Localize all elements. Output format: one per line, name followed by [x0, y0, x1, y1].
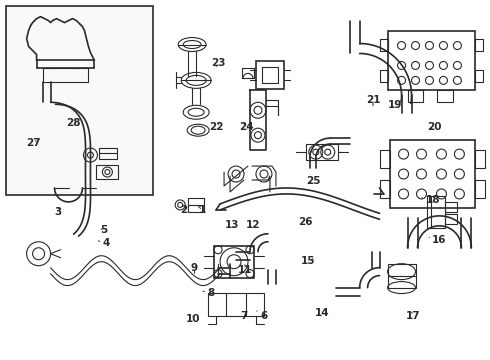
Bar: [256, 62, 284, 89]
Text: 21: 21: [366, 95, 380, 106]
Text: 25: 25: [306, 176, 320, 186]
Bar: [380, 150, 390, 168]
Text: 22: 22: [209, 122, 224, 132]
Bar: [438, 90, 453, 102]
Bar: [214, 246, 254, 278]
Text: 17: 17: [406, 311, 421, 320]
Text: 3: 3: [55, 207, 62, 217]
Text: 1: 1: [198, 206, 206, 216]
Text: 5: 5: [100, 225, 108, 235]
Bar: [306, 144, 338, 160]
Text: 11: 11: [238, 265, 252, 275]
Text: 7: 7: [240, 311, 248, 321]
Bar: [390, 140, 475, 208]
Bar: [408, 90, 423, 102]
Bar: [445, 214, 457, 224]
Text: 20: 20: [427, 122, 442, 132]
Text: 18: 18: [422, 195, 440, 205]
Text: 27: 27: [26, 139, 41, 148]
Text: 2: 2: [180, 206, 187, 216]
Text: 8: 8: [203, 288, 215, 298]
Bar: [475, 150, 485, 168]
Text: 19: 19: [387, 100, 402, 110]
Text: 10: 10: [186, 314, 200, 324]
Text: 23: 23: [211, 58, 225, 68]
Bar: [445, 202, 457, 212]
Text: 24: 24: [239, 122, 253, 132]
Bar: [262, 67, 278, 84]
Bar: [388, 31, 475, 90]
Bar: [380, 71, 388, 82]
Bar: [99, 148, 118, 159]
Text: 14: 14: [315, 309, 329, 318]
Bar: [380, 180, 390, 198]
Bar: [475, 39, 483, 50]
Bar: [475, 71, 483, 82]
Text: 26: 26: [298, 217, 313, 226]
Text: 15: 15: [301, 256, 316, 266]
Bar: [388, 264, 416, 288]
Bar: [380, 39, 388, 50]
Bar: [188, 198, 204, 212]
Text: 6: 6: [257, 311, 267, 321]
Bar: [97, 165, 119, 179]
Bar: [475, 180, 485, 198]
Text: 9: 9: [191, 263, 198, 273]
Text: 28: 28: [66, 118, 80, 128]
Text: 4: 4: [98, 238, 110, 248]
Bar: [427, 196, 445, 228]
Text: 12: 12: [245, 220, 260, 230]
Text: 16: 16: [429, 235, 447, 245]
Bar: [208, 293, 264, 316]
Bar: [6, 6, 153, 195]
Text: 13: 13: [224, 220, 239, 230]
